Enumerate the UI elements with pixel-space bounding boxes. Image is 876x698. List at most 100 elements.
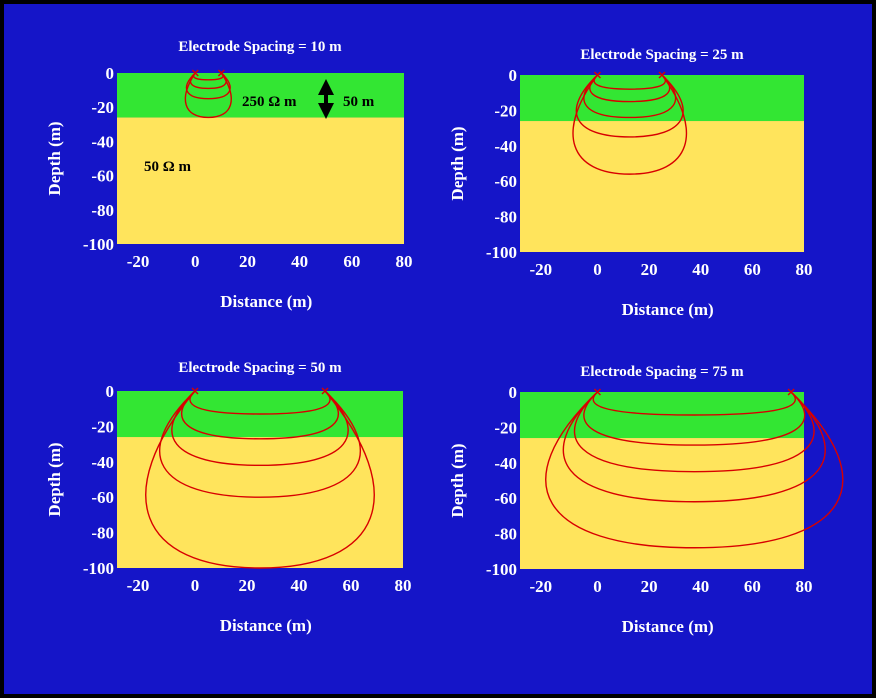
panel-title: Electrode Spacing = 75 m — [580, 364, 744, 380]
panel-spacing-10m: Electrode Spacing = 10 m 0 -20 -40 -60 -80 -10… — [45, 39, 413, 311]
current-flow-line — [145, 390, 375, 569]
x-tick-label: 40 — [291, 252, 308, 271]
y-tick-label: -20 — [91, 98, 114, 117]
y-tick-label: -40 — [91, 453, 114, 472]
y-tick-label: -100 — [83, 235, 114, 254]
current-flow-line — [562, 391, 826, 503]
y-tick-label: -100 — [83, 559, 114, 578]
y-tick-label: -40 — [494, 454, 517, 473]
electrode-marker — [593, 388, 601, 396]
current-flow-line — [583, 391, 806, 446]
current-flow-line — [171, 390, 349, 467]
y-tick-label: 0 — [106, 382, 115, 401]
x-tick-label: 20 — [239, 252, 256, 271]
x-tick-label: 0 — [191, 252, 200, 271]
electrode-marker — [321, 387, 329, 395]
electrode-marker — [658, 71, 666, 79]
lower-layer-resistivity-label: 50 Ω m — [144, 159, 192, 175]
arrow-head-down — [318, 103, 334, 119]
x-tick-label: -20 — [529, 260, 552, 279]
upper-layer — [520, 75, 804, 122]
x-tick-label: -20 — [529, 577, 552, 596]
y-tick-label: 0 — [106, 64, 115, 83]
arrow-head-up — [318, 79, 334, 95]
x-tick-label: 80 — [395, 576, 412, 595]
x-axis-label: Distance (m) — [220, 292, 312, 311]
current-flow-line — [181, 390, 339, 440]
x-tick-label: 60 — [744, 260, 761, 279]
current-flow-line — [185, 72, 231, 100]
upper-layer-resistivity-label: 250 Ω m — [242, 94, 297, 110]
y-tick-label: -100 — [486, 243, 517, 262]
y-tick-label: 0 — [509, 66, 518, 85]
current-flow-line — [184, 72, 232, 119]
y-tick-label: -20 — [91, 417, 114, 436]
y-tick-label: -80 — [91, 524, 114, 543]
lower-layer — [117, 117, 404, 244]
x-tick-label: 0 — [593, 260, 602, 279]
electrode-marker — [593, 71, 601, 79]
upper-layer — [117, 73, 404, 118]
x-tick-label: 80 — [796, 260, 813, 279]
y-tick-label: -40 — [91, 132, 114, 151]
x-tick-label: 40 — [291, 576, 308, 595]
panel-spacing-75m: Electrode Spacing = 75 m 0 -20 -40 -60 -80 -10… — [448, 364, 844, 636]
x-tick-label: 60 — [744, 577, 761, 596]
double-headed-vertical-arrow-icon — [318, 79, 334, 119]
arrow-shaft — [324, 93, 328, 105]
y-tick-label: -60 — [494, 489, 517, 508]
electrode-marker — [191, 69, 199, 77]
x-tick-label: 20 — [239, 576, 256, 595]
current-flow-line — [572, 74, 687, 175]
y-tick-label: -40 — [494, 137, 517, 156]
y-tick-label: -60 — [494, 172, 517, 191]
panel-spacing-50m: Electrode Spacing = 50 m 0 -20 -40 -60 -80 -10… — [45, 360, 412, 635]
electrode-marker — [217, 69, 225, 77]
x-tick-label: 20 — [641, 577, 658, 596]
current-flow-line — [545, 391, 844, 549]
lower-layer — [117, 437, 403, 568]
current-flow-line — [589, 74, 671, 103]
annotations: 250 Ω m 50 Ω m 50 m — [144, 79, 375, 175]
x-axis-label: Distance (m) — [220, 616, 312, 635]
current-flow-line — [575, 74, 684, 138]
y-axis-label: Depth (m) — [45, 121, 64, 195]
x-tick-label: 60 — [343, 576, 360, 595]
y-tick-label: -20 — [494, 418, 517, 437]
x-tick-label: 0 — [593, 577, 602, 596]
x-tick-label: 40 — [692, 260, 709, 279]
upper-layer-thickness-label: 50 m — [343, 94, 375, 110]
x-tick-label: 60 — [343, 252, 360, 271]
y-tick-label: -20 — [494, 101, 517, 120]
electrode-marker — [191, 387, 199, 395]
y-tick-label: -60 — [91, 167, 114, 186]
y-axis-label: Depth (m) — [45, 442, 64, 516]
panel-title: Electrode Spacing = 10 m — [178, 39, 342, 55]
x-tick-label: 40 — [692, 577, 709, 596]
current-flow-line — [593, 74, 667, 90]
y-axis-label: Depth (m) — [448, 126, 467, 200]
panel-title: Electrode Spacing = 50 m — [178, 360, 342, 376]
y-tick-label: -80 — [494, 208, 517, 227]
x-tick-label: -20 — [127, 576, 150, 595]
panel-title: Electrode Spacing = 25 m — [580, 47, 744, 63]
lower-layer — [520, 121, 804, 253]
x-axis-label: Distance (m) — [622, 300, 714, 319]
x-tick-label: 20 — [641, 260, 658, 279]
electrode-spacing-figure: Electrode Spacing = 10 m 0 -20 -40 -60 -80 -10… — [45, 39, 844, 636]
y-tick-label: -80 — [91, 201, 114, 220]
lower-layer — [520, 438, 804, 569]
current-flow-line — [573, 391, 815, 473]
x-axis-label: Distance (m) — [622, 617, 714, 636]
current-flow-line — [592, 391, 796, 416]
y-tick-label: -100 — [486, 560, 517, 579]
x-tick-label: 80 — [796, 577, 813, 596]
electrode-marker — [787, 388, 795, 396]
x-tick-label: -20 — [127, 252, 150, 271]
panel-spacing-25m: Electrode Spacing = 25 m 0 -20 -40 -60 -80 -10… — [448, 47, 813, 319]
current-flow-line — [189, 390, 331, 415]
x-tick-label: 0 — [191, 576, 200, 595]
y-tick-label: 0 — [509, 383, 518, 402]
y-tick-label: -60 — [91, 488, 114, 507]
